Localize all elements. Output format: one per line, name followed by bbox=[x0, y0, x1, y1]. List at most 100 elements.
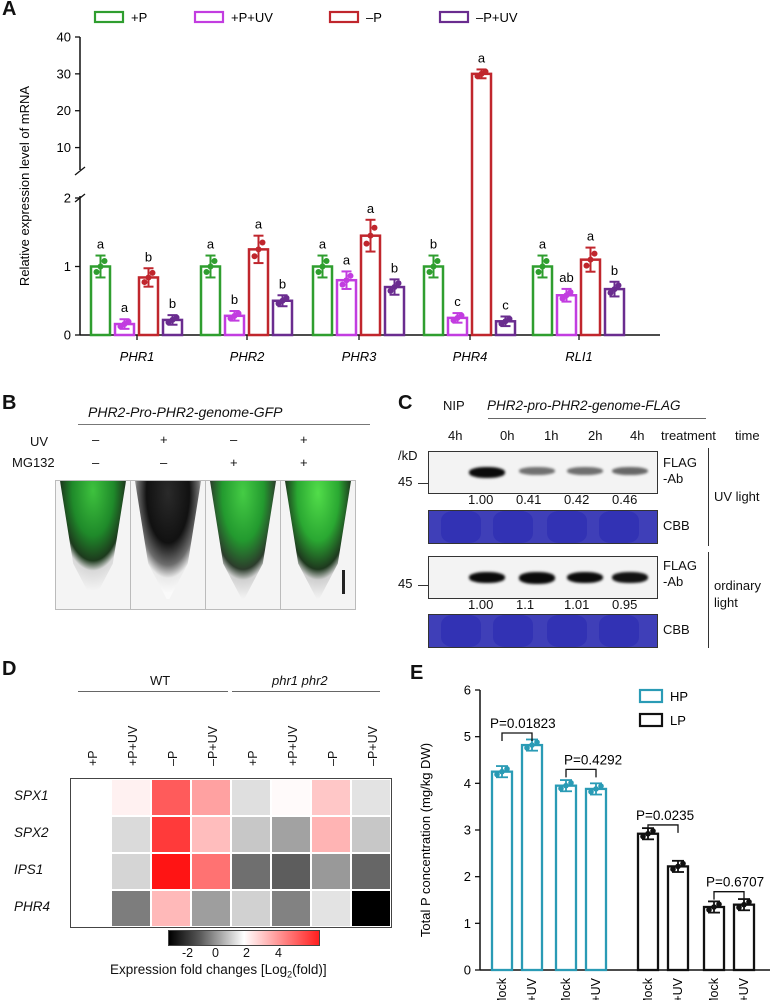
data-point bbox=[558, 785, 564, 792]
p-value-3: P=0.6707 bbox=[706, 875, 764, 890]
heatmap-cell-SPX1-3 bbox=[191, 779, 231, 816]
heatmap-cell-SPX1-0 bbox=[71, 779, 111, 816]
significance-letter: c bbox=[454, 294, 461, 309]
data-point bbox=[347, 272, 354, 279]
data-point bbox=[591, 250, 598, 257]
data-point bbox=[283, 295, 290, 302]
heatmap-cell-PHR4-7 bbox=[351, 890, 391, 927]
legend-swatch-1 bbox=[193, 10, 225, 24]
heatmap-cell-IPS1-7 bbox=[351, 853, 391, 890]
data-point bbox=[391, 284, 398, 291]
x-label-7: +UV bbox=[737, 977, 751, 1000]
legend-swatch-3 bbox=[438, 10, 470, 24]
data-point bbox=[535, 268, 542, 275]
protein-band-3 bbox=[612, 467, 648, 476]
data-point bbox=[563, 782, 569, 789]
significance-letter: a bbox=[97, 237, 105, 252]
ordinary-flag-blot bbox=[428, 556, 658, 599]
cbb-lane bbox=[599, 511, 639, 543]
ordinary-quant-1: 1.1 bbox=[516, 597, 535, 612]
data-point bbox=[434, 258, 441, 265]
category-label: RLI1 bbox=[565, 349, 592, 364]
bar-HP WT +UV bbox=[520, 743, 544, 972]
data-point bbox=[746, 899, 752, 905]
legend-label-1: +P+UV bbox=[231, 10, 273, 25]
ab-text: -Ab bbox=[663, 471, 684, 486]
data-point bbox=[343, 277, 350, 284]
protein-band-1 bbox=[519, 572, 555, 584]
legend-swatch-0 bbox=[93, 10, 125, 24]
heatmap-row-label-2: IPS1 bbox=[14, 862, 44, 877]
ab-text: -Ab bbox=[663, 574, 684, 589]
root-micrograph-1 bbox=[55, 480, 131, 610]
data-point bbox=[568, 780, 574, 786]
data-point bbox=[141, 279, 148, 286]
ordinary-bracket bbox=[708, 552, 709, 648]
uv-quant-0: 1.00 bbox=[468, 492, 494, 507]
bar-LP WT Mock bbox=[636, 832, 660, 972]
cbb-lane bbox=[441, 511, 481, 543]
significance-letter: a bbox=[367, 201, 375, 216]
time-label: time bbox=[735, 428, 760, 443]
mutant-group-rule bbox=[232, 691, 380, 692]
significance-letter: b bbox=[231, 292, 238, 307]
heatmap-cell-PHR4-5 bbox=[271, 890, 311, 927]
significance-letter: a bbox=[587, 229, 595, 244]
data-point bbox=[207, 263, 214, 270]
data-point bbox=[680, 860, 686, 867]
uv-quant-1: 0.41 bbox=[516, 492, 542, 507]
data-point bbox=[319, 263, 326, 270]
uv-cbb-blot bbox=[428, 510, 658, 544]
marker-45-uv: 45 bbox=[398, 474, 413, 489]
data-point bbox=[339, 281, 346, 288]
data-point bbox=[736, 904, 742, 911]
x-label-3: +UV bbox=[589, 977, 603, 1000]
mg132-row-label: MG132 bbox=[12, 455, 55, 470]
colorbar-tick-0: -2 bbox=[182, 946, 194, 960]
data-point bbox=[640, 833, 646, 840]
root-micrograph-2 bbox=[130, 480, 206, 610]
data-point bbox=[741, 901, 747, 908]
significance-letter: a bbox=[207, 237, 215, 252]
time-label-2: 1h bbox=[544, 428, 559, 443]
heatmap-col-label-0: +P bbox=[86, 750, 100, 766]
y-tick-label: 0 bbox=[464, 963, 471, 978]
marker-tick-uv bbox=[418, 483, 428, 484]
colorbar-tick-1: 0 bbox=[212, 946, 219, 960]
colorbar-label: Expression fold changes [Log2(fold)] bbox=[110, 962, 327, 980]
heatmap-cell-SPX2-1 bbox=[111, 816, 151, 853]
data-point bbox=[524, 745, 530, 751]
heatmap-cell-SPX1-4 bbox=[231, 779, 271, 816]
data-point bbox=[675, 863, 681, 870]
data-point bbox=[387, 287, 394, 294]
p-value-0: P=0.01823 bbox=[490, 716, 556, 731]
y-tick-label: 2 bbox=[464, 869, 471, 884]
bar-LP phr1 phr2 Mock bbox=[702, 905, 726, 972]
p-bracket bbox=[647, 824, 679, 833]
construct-rule bbox=[488, 418, 706, 419]
category-label: PHR2 bbox=[230, 349, 265, 364]
significance-letter: b bbox=[169, 296, 176, 311]
y-tick-label: 4 bbox=[464, 776, 471, 791]
data-point bbox=[529, 742, 535, 748]
panel-b-rule bbox=[78, 424, 370, 425]
category-label: PHR1 bbox=[120, 349, 155, 364]
colorbar-label-suffix: (fold)] bbox=[292, 962, 327, 977]
category-label: PHR4 bbox=[453, 349, 488, 364]
heatmap-row-label-0: SPX1 bbox=[14, 788, 49, 803]
treatment-label: treatment bbox=[661, 428, 716, 443]
y-tick-label: 1 bbox=[464, 916, 471, 931]
data-point bbox=[593, 786, 599, 792]
data-point bbox=[588, 788, 594, 795]
data-point bbox=[567, 289, 574, 296]
colorbar-tick-2: 2 bbox=[243, 946, 250, 960]
significance-letter: ab bbox=[559, 270, 573, 285]
data-point bbox=[650, 828, 656, 834]
heatmap-col-label-2: –P bbox=[166, 750, 180, 766]
heatmap-col-label-6: –P bbox=[326, 750, 340, 766]
heatmap-cell-PHR4-2 bbox=[151, 890, 191, 927]
y-axis-label: Relative expression level of mRNA bbox=[17, 86, 32, 286]
time-label-1: 0h bbox=[500, 428, 515, 443]
y-tick-label: 10 bbox=[57, 140, 71, 155]
data-point bbox=[367, 232, 374, 239]
